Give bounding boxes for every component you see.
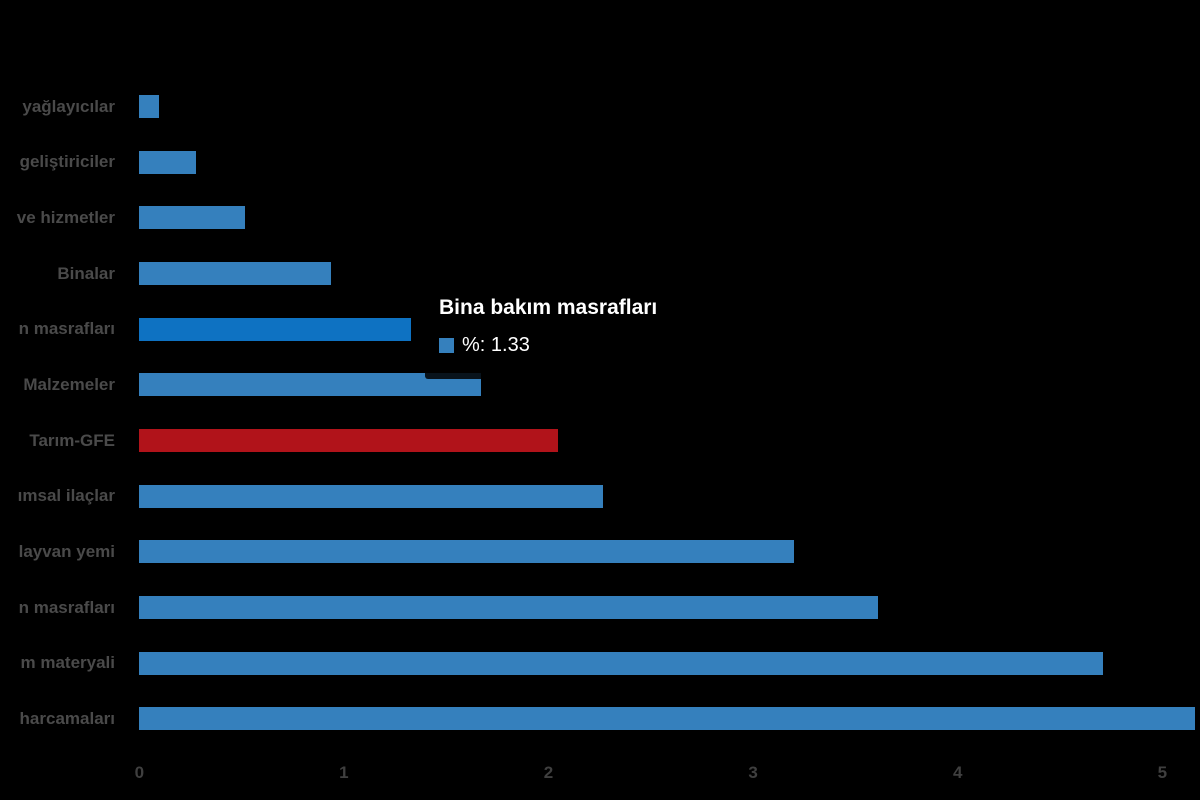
chart-row: m materyali (0, 651, 1200, 675)
y-axis-label: ve hizmetler (16, 207, 115, 227)
chart-row: geliştiriciler (0, 150, 1200, 174)
y-axis-label: layvan yemi (18, 541, 115, 561)
bar-10[interactable] (139, 651, 1103, 675)
bar-2[interactable] (139, 206, 246, 230)
x-axis-tick: 5 (1157, 763, 1168, 782)
x-axis-tick: 4 (952, 763, 963, 782)
bar-8[interactable] (139, 540, 794, 564)
tooltip: Bina bakım masrafları %: 1.33 (425, 284, 697, 379)
y-axis-label: n masrafları (18, 319, 115, 339)
x-axis-tick: 0 (134, 763, 145, 782)
y-axis-label: m materyali (20, 653, 116, 673)
tooltip-title: Bina bakım masrafları (439, 296, 658, 319)
y-axis-label: n masrafları (18, 597, 115, 617)
chart-row: ımsal ilaçlar (0, 484, 1200, 508)
chart-row: n masrafları (0, 596, 1200, 620)
chart-row: Tarım-GFE (0, 429, 1200, 453)
y-axis-label: yağlayıcılar (22, 96, 115, 116)
y-axis-label: harcamaları (19, 708, 115, 728)
series-swatch-icon (439, 338, 454, 353)
chart-row: n masrafları (0, 317, 1200, 341)
chart-row: harcamaları (0, 707, 1200, 731)
chart-row: layvan yemi (0, 540, 1200, 564)
bar-5[interactable] (139, 373, 481, 397)
x-axis-tick: 2 (543, 763, 554, 782)
bar-1[interactable] (139, 150, 197, 174)
y-axis-label: ımsal ilaçlar (17, 486, 115, 506)
x-axis-tick: 3 (748, 763, 758, 782)
bar-0[interactable] (139, 95, 160, 118)
bar-11[interactable] (139, 707, 1195, 731)
y-axis-label: Tarım-GFE (29, 430, 115, 450)
tooltip-series-row: %: 1.33 (439, 334, 683, 357)
chart-row: Binalar (0, 262, 1200, 285)
bar-9[interactable] (139, 596, 878, 620)
bar-4[interactable] (139, 317, 412, 341)
chart-row: Malzemeler (0, 373, 1200, 397)
chart-row: yağlayıcılar (0, 95, 1200, 118)
tooltip-value: %: 1.33 (462, 334, 530, 356)
y-axis-label: geliştiriciler (19, 152, 115, 172)
y-axis-label: Binalar (57, 263, 115, 283)
chart-row: ve hizmetler (0, 206, 1200, 230)
y-axis-label: Malzemeler (23, 374, 115, 394)
bar-6[interactable] (139, 429, 559, 453)
x-axis-tick: 1 (339, 763, 349, 782)
bar-3[interactable] (139, 262, 332, 285)
bar-7[interactable] (139, 484, 604, 508)
